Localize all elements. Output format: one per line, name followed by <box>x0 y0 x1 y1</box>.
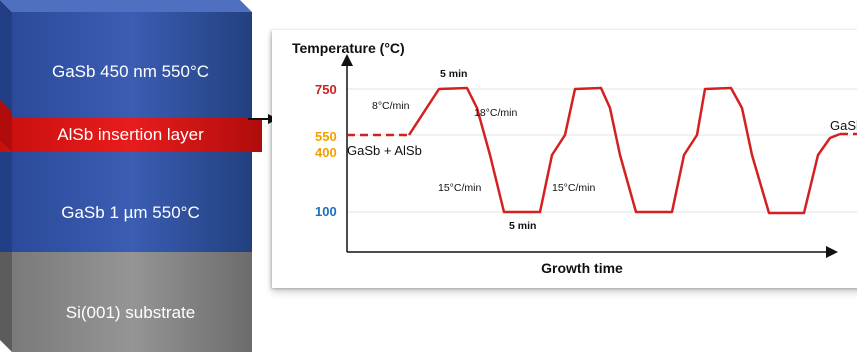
annotation-start-layer: GaSb + AlSb <box>347 143 422 158</box>
annotation-hold-top: 5 min <box>440 68 467 80</box>
y-tick-550: 550 <box>315 129 337 144</box>
layer-alsb-side <box>0 100 12 152</box>
layer-gasb-top <box>12 12 252 120</box>
annotation-ramp-down-rate-top: 18°C/min <box>474 107 517 119</box>
y-tick-100: 100 <box>315 204 337 219</box>
layer-gasb-bottom <box>12 152 252 252</box>
annotation-ramp-down-rate-mid: 15°C/min <box>438 182 481 194</box>
y-tick-400: 400 <box>315 145 337 160</box>
y-axis-title: Temperature (°C) <box>292 40 405 56</box>
layer-label-gasb-top: GaSb 450 nm 550°C <box>51 62 210 81</box>
layer-label-substrate: Si(001) substrate <box>65 303 196 322</box>
stack-side-face-substrate <box>0 252 12 352</box>
stack-top-face <box>0 0 252 12</box>
layer-label-gasb-bottom: GaSb 1 µm 550°C <box>61 203 200 222</box>
layer-alsb <box>0 118 262 152</box>
x-axis-title: Growth time <box>541 260 623 276</box>
y-tick-750: 750 <box>315 82 337 97</box>
layer-label-alsb: AlSb insertion layer <box>57 125 204 144</box>
annotation-hold-bottom: 5 min <box>509 220 536 232</box>
temperature-profile-line <box>407 86 841 215</box>
temperature-profile-panel: Temperature (°C) Growth time 750 550 400… <box>272 30 857 288</box>
annotation-ramp-up-rate: 8°C/min <box>372 100 410 112</box>
layer-si-substrate <box>12 252 252 352</box>
annotation-end-layer: GaSb <box>830 118 857 133</box>
temperature-profile-plot: Temperature (°C) Growth time 750 550 400… <box>292 40 857 276</box>
annotation-ramp-up-rate-mid: 15°C/min <box>552 182 595 194</box>
